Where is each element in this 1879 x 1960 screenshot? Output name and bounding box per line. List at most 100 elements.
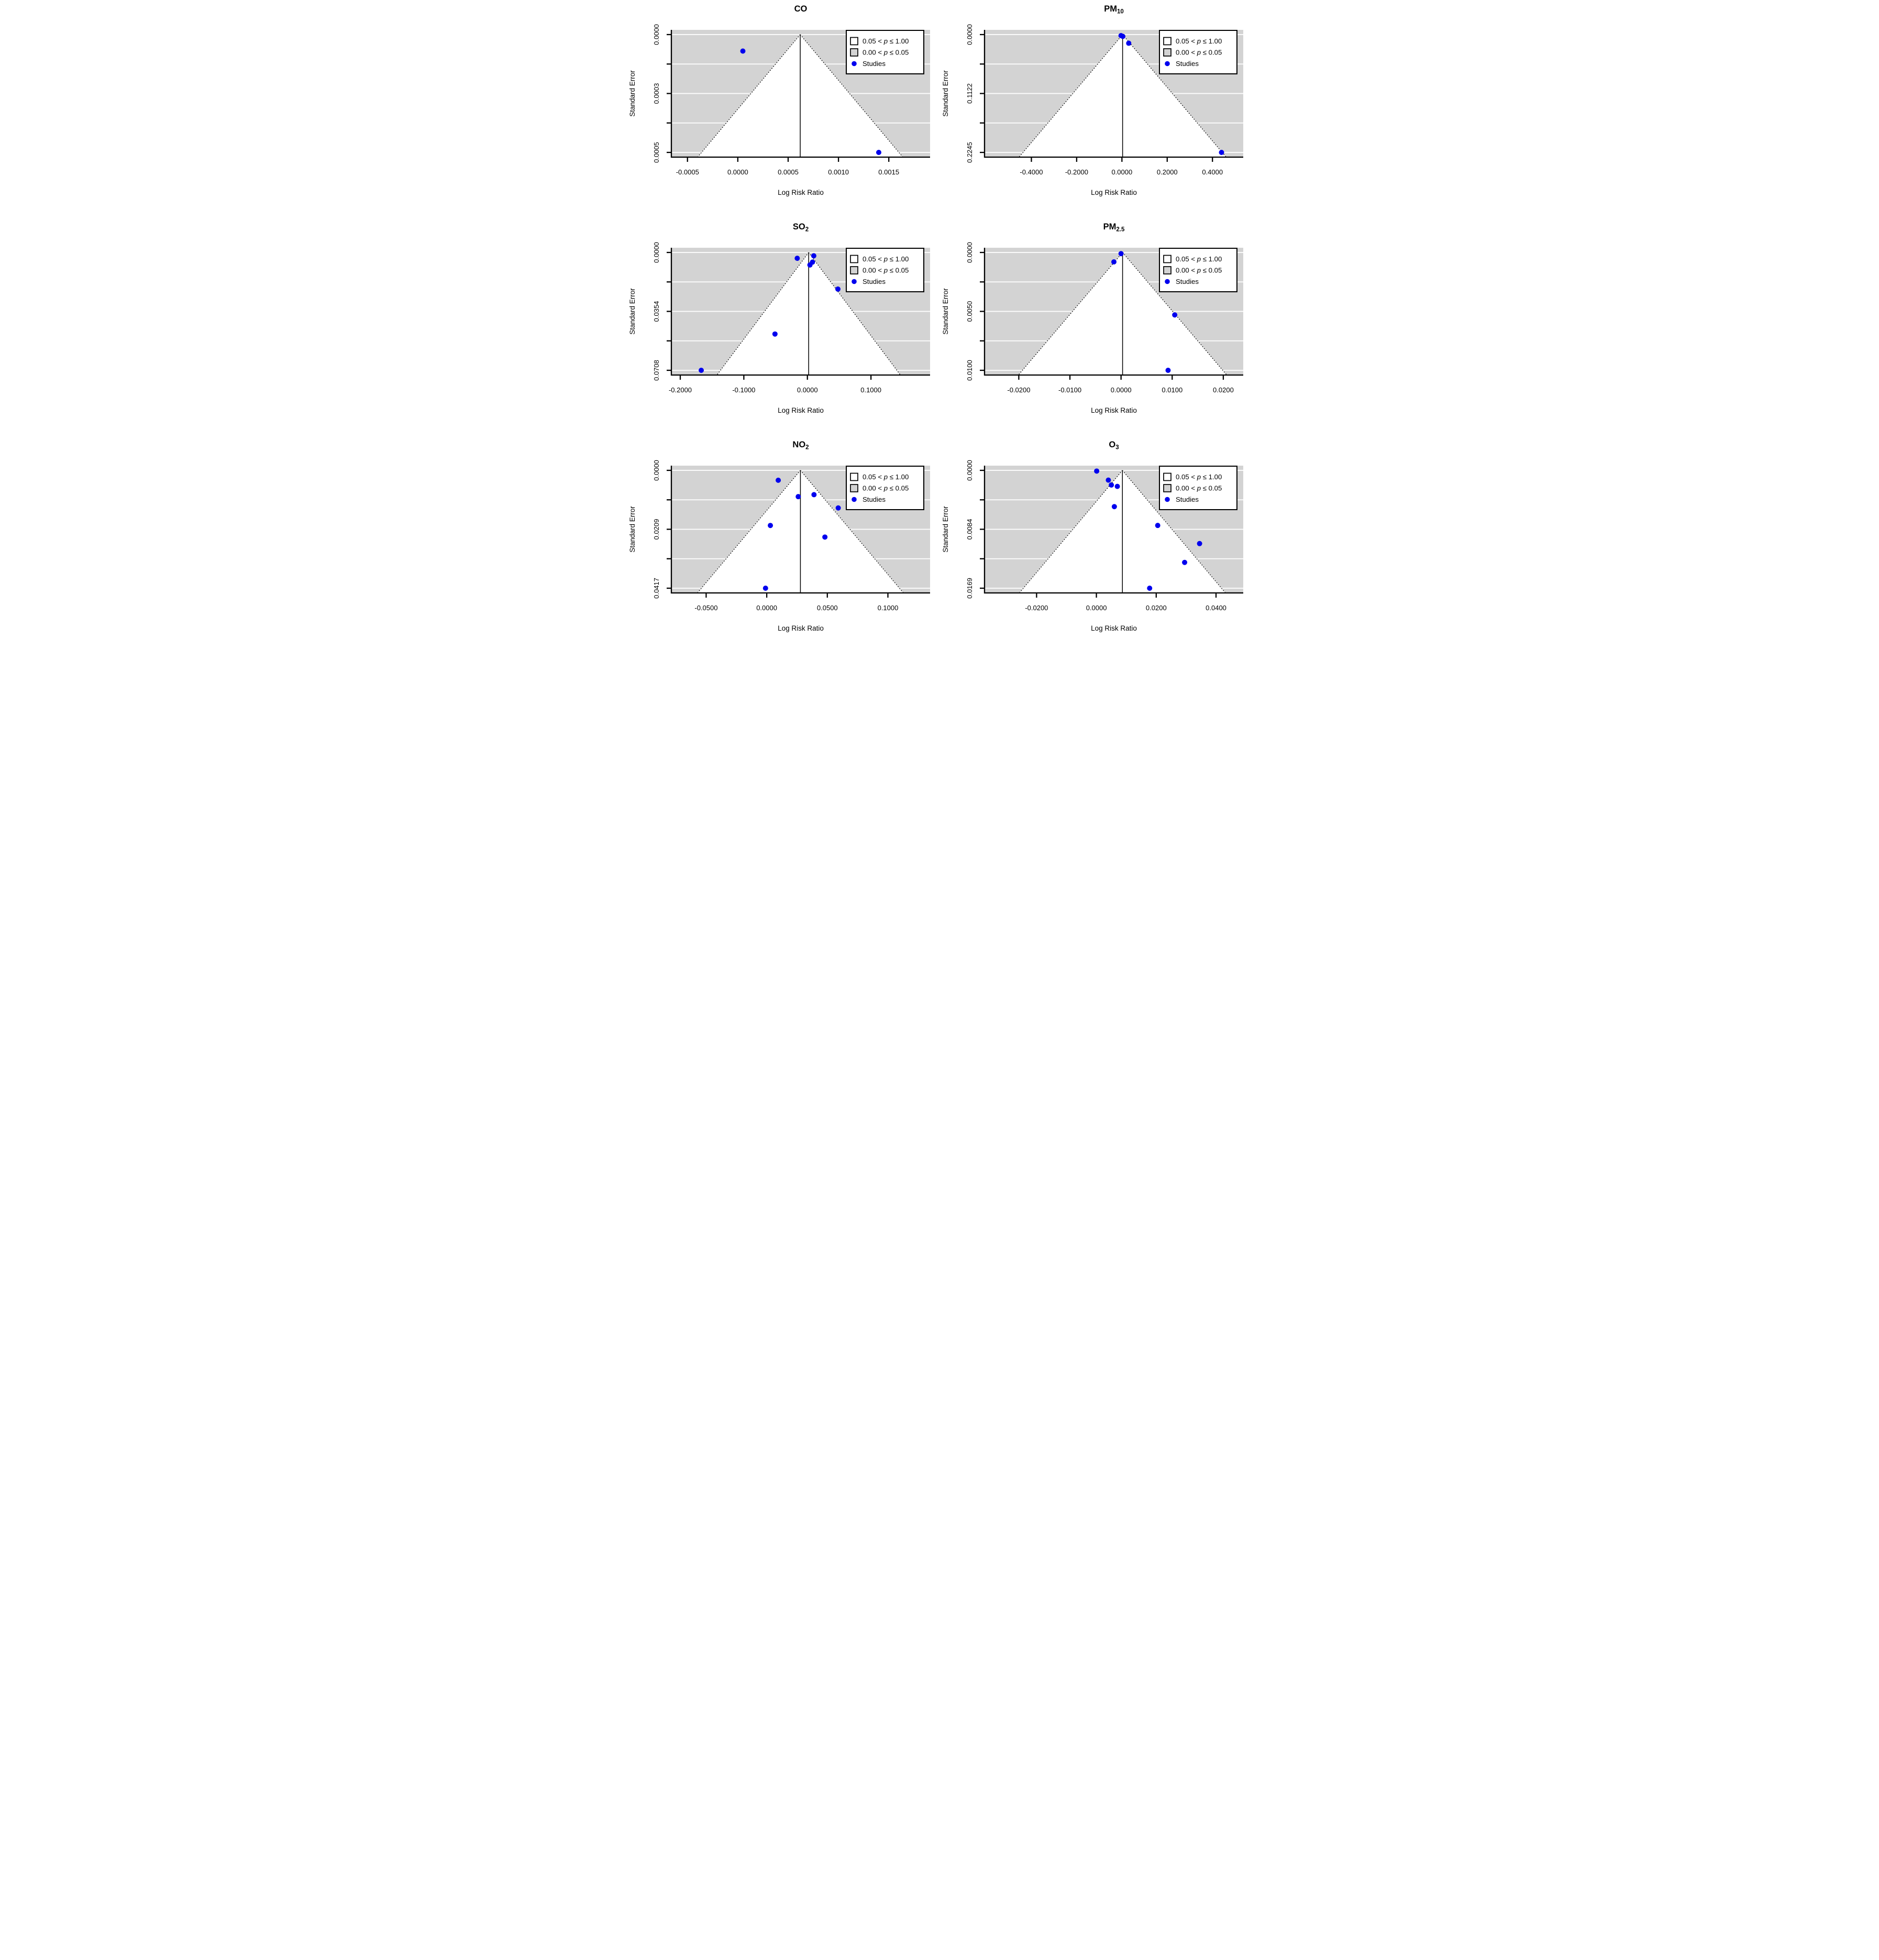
study-point — [1219, 150, 1224, 155]
panel-title: O3 — [1109, 440, 1119, 451]
pvalue-shaded-square-icon — [1163, 48, 1171, 57]
legend-item: 0.05 < p ≤ 1.00 — [1163, 255, 1222, 263]
x-axis-title: Log Risk Ratio — [778, 189, 824, 196]
funnel-ci-left-line — [1019, 34, 1123, 158]
studies-dot-icon — [1165, 279, 1170, 284]
y-axis-title: Standard Error — [628, 288, 636, 335]
study-point — [1126, 40, 1132, 46]
x-tick-label: 0.0100 — [1162, 386, 1182, 394]
x-tick-label: 0.0500 — [817, 604, 838, 612]
legend-item: 0.05 < p ≤ 1.00 — [1163, 472, 1222, 481]
study-point — [795, 494, 801, 500]
legend-label: Studies — [1176, 278, 1199, 285]
x-tick-label: 0.0005 — [778, 168, 799, 176]
legend-item: 0.05 < p ≤ 1.00 — [850, 37, 909, 46]
y-tick-label: 0.0417 — [653, 578, 660, 599]
x-tick-label: 0.0400 — [1206, 604, 1226, 612]
x-tick-label: 0.0000 — [797, 386, 818, 394]
legend-box — [1159, 248, 1237, 292]
x-tick-label: -0.0100 — [1058, 386, 1081, 394]
legend-label: Studies — [863, 495, 886, 503]
pvalue-shaded-square-icon — [850, 484, 858, 492]
funnel-plot-no2: 0.0000 0.0209 0.0417 -0.0500 0.0000 0.0500 0.1… — [628, 440, 930, 632]
studies-dot-icon — [1165, 497, 1170, 502]
legend-box — [1159, 30, 1237, 74]
legend-label: 0.05 < p ≤ 1.00 — [1176, 37, 1222, 45]
y-tick-label: 0.0169 — [966, 578, 974, 599]
y-tick-label: 0.0000 — [966, 242, 974, 263]
legend-label: 0.00 < p ≤ 0.05 — [1176, 485, 1222, 492]
panel-title: CO — [794, 4, 808, 14]
study-point — [794, 256, 800, 261]
x-tick-label: 0.1000 — [860, 386, 881, 394]
funnel-ci-left-line — [1019, 470, 1123, 593]
funnel-plot-panel-so2: 0.0000 0.0354 0.0708 -0.2000 -0.1000 0.0000 0.… — [626, 218, 940, 436]
x-axis-title: Log Risk Ratio — [1091, 624, 1137, 632]
funnel-plot-pm10: 0.0000 0.1122 0.2245 -0.4000 -0.2000 0.0000 0.… — [942, 4, 1243, 196]
funnel-plot-so2: 0.0000 0.0354 0.0708 -0.2000 -0.1000 0.0000 0.… — [628, 222, 930, 414]
x-tick-label: -0.1000 — [732, 386, 755, 394]
legend-item: 0.00 < p ≤ 0.05 — [850, 484, 909, 492]
x-axis-title: Log Risk Ratio — [1091, 406, 1137, 414]
y-tick-label: 0.0000 — [653, 460, 660, 481]
legend-label: 0.05 < p ≤ 1.00 — [1176, 473, 1222, 481]
y-tick-label: 0.2245 — [966, 142, 974, 163]
study-point — [822, 534, 828, 540]
y-axis-title: Standard Error — [942, 506, 949, 553]
study-point — [1111, 504, 1117, 510]
legend: 0.05 < p ≤ 1.00 0.00 < p ≤ 0.05 Studies — [1159, 30, 1237, 74]
x-axis-title: Log Risk Ratio — [778, 406, 824, 414]
legend-item: 0.00 < p ≤ 0.05 — [1163, 484, 1222, 492]
legend-label: Studies — [863, 278, 886, 285]
legend-box — [846, 248, 924, 292]
legend: 0.05 < p ≤ 1.00 0.00 < p ≤ 0.05 Studies — [1159, 466, 1237, 510]
study-point — [811, 253, 816, 259]
x-tick-label: -0.4000 — [1020, 168, 1043, 176]
legend-item: 0.05 < p ≤ 1.00 — [1163, 37, 1222, 46]
legend-item: Studies — [1165, 60, 1199, 68]
pvalue-open-square-icon — [850, 37, 858, 46]
x-tick-label: 0.0200 — [1213, 386, 1234, 394]
legend: 0.05 < p ≤ 1.00 0.00 < p ≤ 0.05 Studies — [846, 30, 924, 74]
studies-dot-icon — [1165, 61, 1170, 67]
legend-label: 0.05 < p ≤ 1.00 — [863, 37, 909, 45]
x-axis-title: Log Risk Ratio — [778, 624, 824, 632]
x-tick-label: -0.2000 — [1065, 168, 1088, 176]
legend-label: Studies — [1176, 60, 1199, 68]
pvalue-open-square-icon — [1163, 37, 1171, 46]
study-point — [1155, 523, 1160, 528]
y-tick-label: 0.0003 — [653, 83, 660, 104]
study-point — [699, 368, 704, 373]
funnel-plot-panel-pm10: 0.0000 0.1122 0.2245 -0.4000 -0.2000 0.0000 0.… — [940, 0, 1253, 218]
x-tick-label: 0.0000 — [1111, 386, 1132, 394]
funnel-plot-pm25: 0.0000 0.0050 0.0100 -0.0200 -0.0100 0.0000 0.… — [942, 222, 1243, 414]
x-tick-label: 0.0000 — [1111, 168, 1132, 176]
y-tick-label: 0.1122 — [966, 83, 974, 104]
funnel-ci-right-line — [800, 470, 904, 593]
legend-label: 0.00 < p ≤ 0.05 — [863, 267, 909, 274]
x-tick-label: 0.0000 — [756, 604, 777, 612]
study-point — [1182, 559, 1188, 565]
pvalue-shaded-square-icon — [1163, 484, 1171, 492]
legend-item: 0.05 < p ≤ 1.00 — [850, 472, 909, 481]
y-axis-title: Standard Error — [628, 506, 636, 553]
panel-title: NO2 — [792, 440, 809, 451]
x-tick-label: -0.0500 — [694, 604, 717, 612]
study-point — [740, 48, 746, 54]
legend-item: 0.05 < p ≤ 1.00 — [850, 255, 909, 263]
funnel-plot-grid: 0.0000 0.0003 0.0005 -0.0005 0.0000 0.0005 0.0… — [626, 0, 1253, 654]
x-tick-label: 0.0010 — [828, 168, 849, 176]
funnel-ci-left-line — [697, 34, 801, 158]
y-tick-label: 0.0209 — [653, 519, 660, 540]
funnel-plot-co: 0.0000 0.0003 0.0005 -0.0005 0.0000 0.0005 0.0… — [628, 4, 930, 196]
study-point — [1094, 468, 1100, 474]
y-tick-label: 0.0005 — [653, 142, 660, 163]
x-tick-label: -0.2000 — [669, 386, 692, 394]
funnel-ci-right-line — [800, 34, 903, 158]
x-tick-label: 0.0000 — [1086, 604, 1107, 612]
panel-title: PM10 — [1104, 4, 1124, 15]
legend-label: Studies — [863, 60, 886, 68]
legend-label: 0.00 < p ≤ 0.05 — [1176, 267, 1222, 274]
legend-item: Studies — [1165, 495, 1199, 503]
x-tick-label: 0.0015 — [878, 168, 899, 176]
